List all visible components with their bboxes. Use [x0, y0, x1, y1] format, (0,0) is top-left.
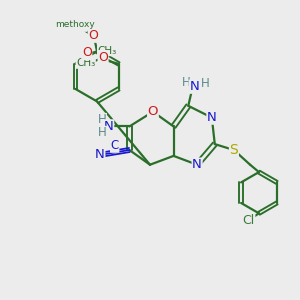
Text: S: S	[230, 143, 238, 157]
Text: H: H	[98, 113, 106, 127]
Text: O: O	[82, 46, 92, 59]
Text: CH₃: CH₃	[76, 58, 95, 68]
Text: O: O	[148, 105, 158, 118]
Text: CH₃: CH₃	[68, 21, 87, 31]
Text: O: O	[88, 29, 98, 42]
Text: CH₃: CH₃	[98, 46, 117, 56]
Text: N: N	[192, 158, 202, 171]
Text: C: C	[110, 139, 119, 152]
Text: N: N	[95, 148, 105, 161]
Text: N: N	[104, 120, 114, 133]
Text: H: H	[182, 76, 190, 89]
Text: Cl: Cl	[242, 214, 255, 227]
Text: H: H	[201, 77, 209, 90]
Text: methoxy: methoxy	[55, 20, 95, 29]
Text: O: O	[98, 51, 108, 64]
Text: N: N	[189, 80, 199, 93]
Text: H: H	[98, 126, 106, 140]
Text: N: N	[207, 111, 217, 124]
